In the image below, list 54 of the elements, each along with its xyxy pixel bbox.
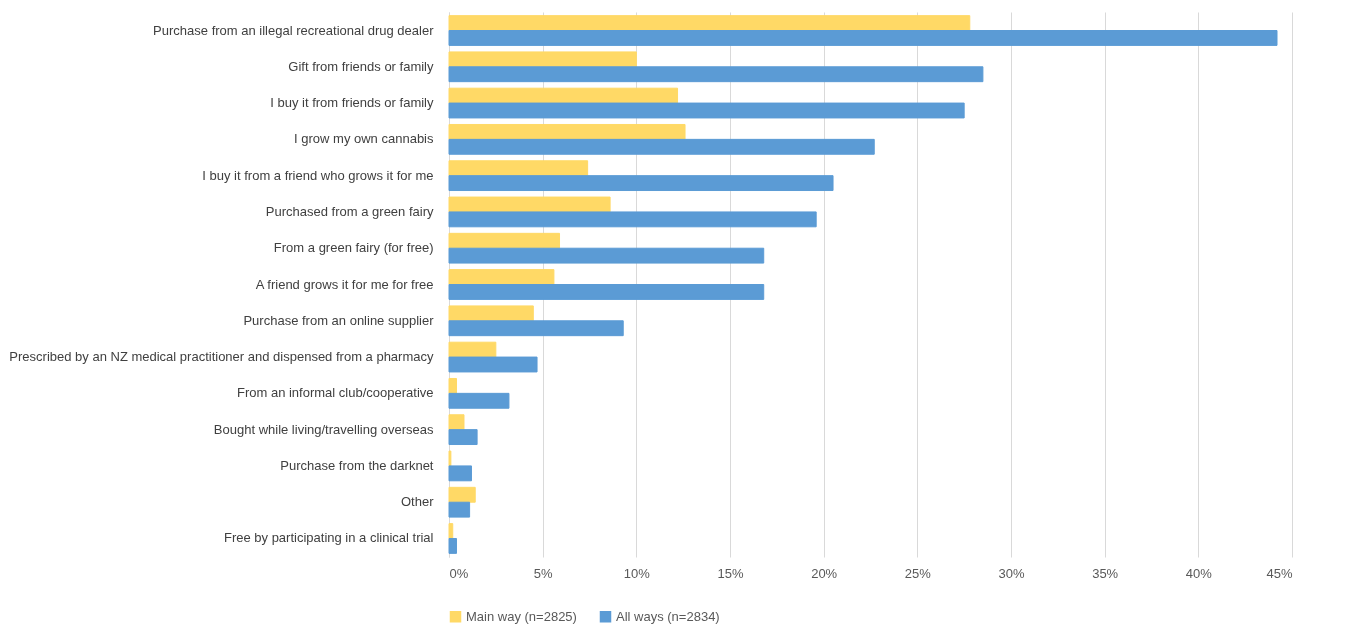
bar (448, 175, 834, 192)
bar (448, 429, 478, 446)
bar (448, 414, 465, 431)
x-tick-label: 10% (623, 565, 651, 581)
x-tick-label: 15% (717, 565, 744, 581)
y-tick-label: Free by participating in a clinical trial (223, 530, 434, 546)
x-tick-label: 20% (811, 565, 838, 581)
bar (448, 211, 817, 228)
y-tick-label: From a green fairy (for free) (273, 240, 434, 256)
x-tick-label: 5% (533, 565, 553, 581)
legend-label: All ways (n=2834) (616, 608, 720, 624)
bar (448, 269, 555, 285)
bar (448, 486, 476, 503)
x-tick-label: 40% (1185, 565, 1213, 581)
legend-label: Main way (n=2825) (466, 608, 577, 624)
x-tick-label: 30% (998, 565, 1025, 581)
y-tick-label: Bought while living/travelling overseas (213, 421, 434, 437)
bar (448, 66, 984, 83)
bar (448, 138, 875, 155)
x-tick-label: 0% (449, 565, 469, 581)
y-tick-label: Purchase from an online supplier (243, 312, 435, 328)
x-tick-label: 25% (904, 565, 932, 581)
bar (448, 465, 472, 482)
bar (448, 51, 637, 68)
bar (448, 247, 765, 264)
bar (448, 160, 589, 177)
bar (448, 537, 457, 554)
x-tick-label: 35% (1092, 565, 1119, 581)
y-tick-label: From an informal club/cooperative (236, 385, 434, 401)
bar (448, 320, 624, 337)
bar (448, 501, 471, 518)
bar (448, 123, 686, 140)
y-tick-label: Purchased from a green fairy (265, 203, 434, 219)
bar (448, 15, 971, 32)
bar (448, 232, 561, 249)
y-tick-label: Purchase from the darknet (280, 457, 434, 473)
bar (448, 196, 611, 213)
bar (448, 30, 1278, 46)
x-tick-label: 45% (1266, 565, 1293, 581)
y-tick-label: Other (400, 494, 435, 510)
bar (448, 356, 538, 373)
y-tick-label: I buy it from a friend who grows it for me (202, 167, 434, 183)
y-tick-label: I grow my own cannabis (294, 131, 434, 147)
y-tick-label: Gift from friends or family (288, 58, 434, 74)
bar (448, 102, 965, 119)
bar (448, 392, 510, 409)
bar (448, 305, 534, 322)
y-tick-label: Prescribed by an NZ medical practitioner and dispensed from a pharmacy (9, 349, 434, 365)
bar (448, 284, 765, 300)
bar (448, 377, 457, 394)
y-tick-label: Purchase from an illegal recreational drug dealer (153, 22, 435, 38)
y-tick-label: A friend grows it for me for free (255, 276, 434, 292)
bar (448, 523, 454, 539)
y-tick-label: I buy it from friends or family (270, 95, 434, 111)
